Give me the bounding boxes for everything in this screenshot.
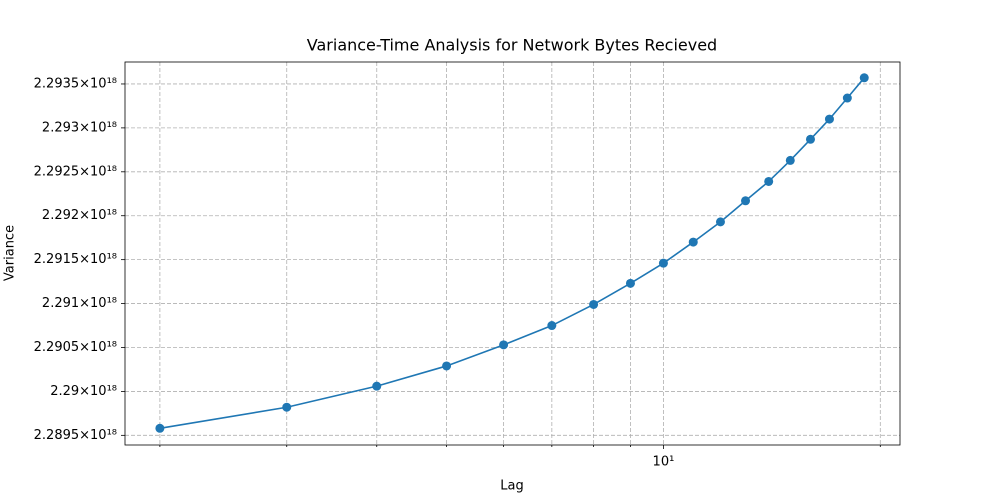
- x-axis-label: Lag: [500, 479, 523, 494]
- data-point: [805, 134, 815, 144]
- y-axis-label: Variance: [3, 225, 18, 281]
- y-tick-label: 2.2925×10¹⁸: [34, 164, 117, 179]
- series-line: [159, 77, 865, 430]
- data-point: [499, 340, 509, 350]
- data-point: [442, 361, 452, 371]
- data-point: [859, 73, 869, 83]
- y-tick-label: 2.291×10¹⁸: [42, 296, 117, 311]
- data-point: [741, 196, 751, 206]
- data-point: [282, 402, 292, 412]
- chart-title: Variance-Time Analysis for Network Bytes…: [307, 36, 717, 55]
- data-point: [372, 381, 382, 391]
- x-tick-label: 10¹: [653, 455, 675, 470]
- y-tick-label: 2.2915×10¹⁸: [34, 252, 117, 267]
- y-tick-label: 2.293×10¹⁸: [42, 120, 117, 135]
- data-point: [785, 155, 795, 165]
- y-tick-label: 2.2905×10¹⁸: [34, 340, 117, 355]
- data-point: [625, 278, 635, 288]
- plot-frame: [124, 61, 901, 446]
- data-point: [688, 237, 698, 247]
- data-point: [764, 176, 774, 186]
- data-point: [155, 423, 165, 433]
- data-point: [589, 299, 599, 309]
- y-tick-label: 2.292×10¹⁸: [42, 208, 117, 223]
- y-tick-label: 2.2895×10¹⁸: [34, 428, 117, 443]
- data-point: [547, 321, 557, 331]
- data-point: [658, 258, 668, 268]
- data-point: [824, 114, 834, 124]
- data-point: [842, 93, 852, 103]
- y-tick-label: 2.2935×10¹⁸: [34, 76, 117, 91]
- y-tick-label: 2.29×10¹⁸: [50, 384, 117, 399]
- data-point: [715, 217, 725, 227]
